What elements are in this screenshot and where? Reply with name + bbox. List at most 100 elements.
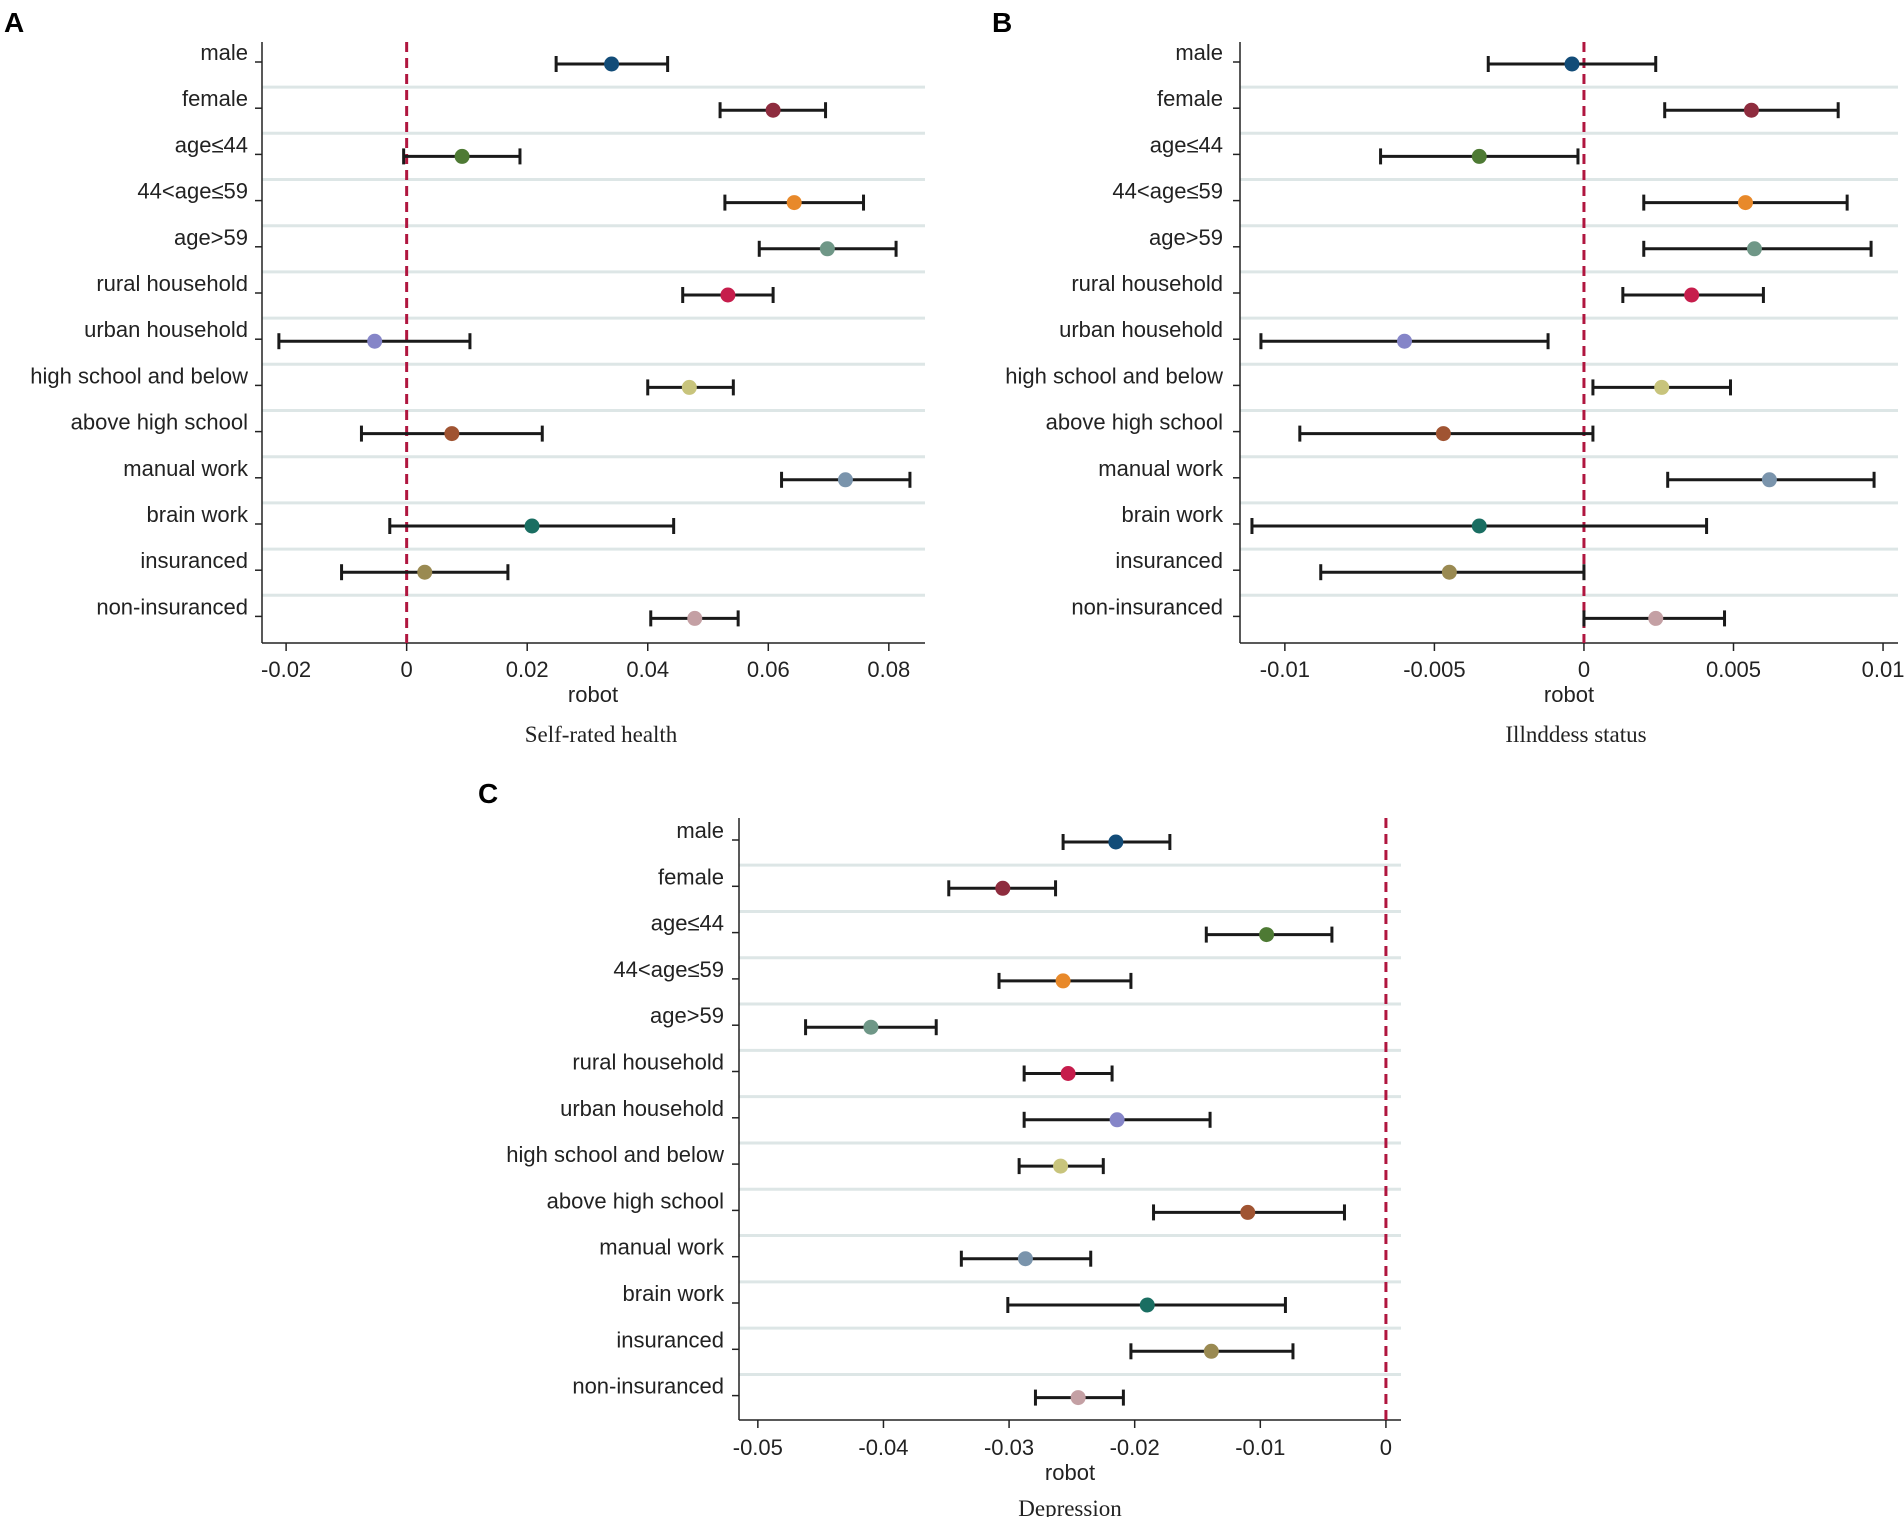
panel-b-gridlines: [1240, 85, 1898, 597]
point-estimate: [819, 241, 835, 257]
point-estimate: [417, 564, 433, 580]
point-estimate: [837, 472, 853, 488]
category-label: male: [676, 818, 724, 843]
panel-c-marks: [804, 818, 1388, 1420]
category-label: age>59: [174, 225, 248, 250]
category-label: manual work: [123, 456, 249, 481]
category-label: manual work: [1098, 456, 1224, 481]
category-label: 44<age≤59: [137, 179, 248, 204]
category-label: brain work: [147, 502, 249, 527]
panel-b-letter: B: [992, 7, 1012, 38]
point-estimate: [1746, 241, 1762, 257]
point-estimate: [1139, 1297, 1155, 1313]
panel-c-caption: Depression: [1018, 1496, 1122, 1517]
x-tick-label: -0.05: [733, 1435, 783, 1460]
category-label: above high school: [1046, 410, 1223, 435]
point-estimate: [1109, 1112, 1125, 1128]
point-estimate: [1654, 379, 1670, 395]
x-tick-label: 0: [1578, 657, 1590, 682]
point-estimate: [444, 426, 460, 442]
point-estimate: [765, 102, 781, 118]
category-label: rural household: [572, 1050, 724, 1075]
point-estimate: [1471, 148, 1487, 164]
point-estimate: [1053, 1158, 1069, 1174]
category-label: 44<age≤59: [613, 957, 724, 982]
point-estimate: [1441, 564, 1457, 580]
x-tick-label: -0.02: [261, 657, 311, 682]
category-label: rural household: [1071, 271, 1223, 296]
x-tick-label: -0.02: [1110, 1435, 1160, 1460]
panel-c-gridlines: [739, 863, 1401, 1376]
panel-c-letter: C: [478, 778, 498, 809]
point-estimate: [1017, 1251, 1033, 1267]
category-label: age≤44: [175, 132, 248, 157]
point-estimate: [1471, 518, 1487, 534]
point-estimate: [1060, 1066, 1076, 1081]
point-estimate: [1397, 333, 1412, 349]
panel-b-marks: [1250, 42, 1876, 643]
x-tick-label: 0.06: [747, 657, 790, 682]
category-label: age>59: [650, 1003, 724, 1028]
category-label: insuranced: [1115, 548, 1223, 573]
category-label: high school and below: [506, 1142, 724, 1167]
point-estimate: [1259, 927, 1275, 943]
category-label: female: [658, 864, 724, 889]
category-label: age>59: [1149, 225, 1223, 250]
category-label: insuranced: [616, 1327, 724, 1352]
panel-b: B robot Illnddess status -0.01 -0.005 0 0.0…: [992, 7, 1904, 747]
point-estimate: [1564, 56, 1580, 72]
point-estimate: [995, 880, 1011, 896]
x-tick-label: 0.01: [1862, 657, 1904, 682]
point-estimate: [1743, 102, 1759, 118]
category-label: non-insuranced: [572, 1374, 724, 1399]
panel-c-category-labels: male female age≤44 44<age≤59 age>59 rural hou…: [506, 818, 725, 1399]
category-label: above high school: [547, 1188, 724, 1213]
x-tick-label: 0.02: [506, 657, 549, 682]
panel-b-caption: Illnddess status: [1505, 722, 1646, 747]
category-label: non-insuranced: [1071, 594, 1223, 619]
x-tick-label: 0.005: [1706, 657, 1761, 682]
category-label: urban household: [1059, 317, 1223, 342]
category-label: 44<age≤59: [1112, 179, 1223, 204]
panel-a-gridlines: [262, 85, 925, 597]
point-estimate: [1055, 973, 1071, 989]
panel-a-category-labels: male female age≤44 44<age≤59 age>59 rural hou…: [30, 40, 249, 619]
panel-c: C robot Depression -0.05 -0.04 -0.03 -0.02-…: [478, 778, 1401, 1517]
category-label: manual work: [599, 1235, 725, 1260]
category-label: age≤44: [1150, 132, 1223, 157]
x-tick-label: 0.08: [867, 657, 910, 682]
category-label: urban household: [84, 317, 248, 342]
point-estimate: [1684, 287, 1700, 303]
x-tick-label: 0.04: [626, 657, 669, 682]
x-tick-label: -0.03: [984, 1435, 1034, 1460]
panel-a-axes: -0.02 0 0.02 0.04 0.06 0.08: [255, 42, 925, 682]
point-estimate: [863, 1019, 879, 1035]
point-estimate: [524, 518, 540, 534]
category-label: insuranced: [140, 548, 248, 573]
point-estimate: [786, 195, 802, 211]
point-estimate: [454, 148, 470, 164]
category-label: high school and below: [30, 363, 248, 388]
category-label: brain work: [623, 1281, 725, 1306]
point-estimate: [1737, 195, 1753, 211]
point-estimate: [1435, 426, 1451, 442]
category-label: female: [182, 86, 248, 111]
category-label: non-insuranced: [96, 594, 248, 619]
category-label: above high school: [71, 410, 248, 435]
point-estimate: [1761, 472, 1777, 488]
panel-a: A robot Self-rated health -0.02 0 0.02 0.04…: [4, 7, 925, 747]
point-estimate: [720, 287, 736, 303]
point-estimate: [1070, 1390, 1086, 1406]
panel-a-marks: [277, 42, 912, 643]
point-estimate: [1648, 610, 1664, 626]
point-estimate: [1108, 834, 1124, 850]
panel-b-axes: -0.01 -0.005 0 0.005 0.01: [1233, 42, 1904, 682]
panel-b-category-labels: male female age≤44 44<age≤59 age>59 rural hou…: [1005, 40, 1224, 619]
panel-a-letter: A: [4, 7, 24, 38]
category-label: urban household: [560, 1096, 724, 1121]
panel-a-caption: Self-rated health: [525, 722, 678, 747]
x-tick-label: 0: [401, 657, 413, 682]
x-tick-label: -0.04: [858, 1435, 908, 1460]
x-tick-label: -0.01: [1260, 657, 1310, 682]
